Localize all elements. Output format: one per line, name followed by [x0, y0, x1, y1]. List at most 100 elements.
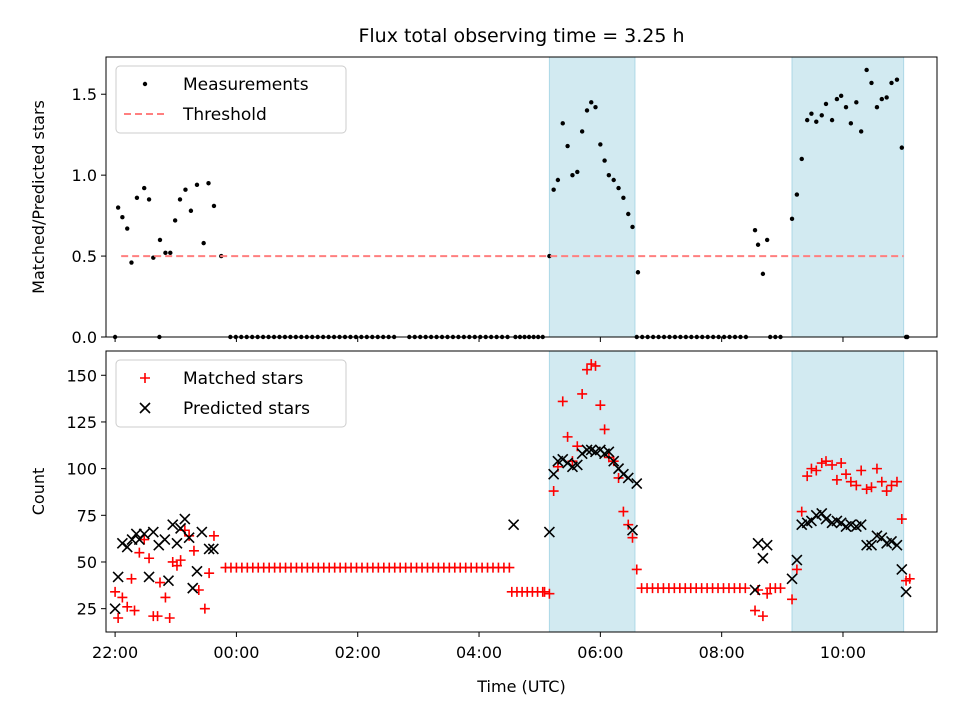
data-point — [616, 185, 621, 191]
data-point — [112, 571, 124, 583]
data-point — [120, 215, 125, 220]
axes-frame — [105, 350, 938, 633]
data-point — [208, 530, 219, 541]
data-point — [760, 271, 766, 277]
data-point — [891, 539, 903, 551]
data-point — [627, 532, 638, 543]
data-point — [791, 554, 803, 566]
data-point — [787, 594, 798, 605]
data-point — [201, 240, 206, 246]
data-point — [858, 129, 864, 134]
data-point — [142, 185, 147, 191]
data-point — [177, 197, 183, 202]
data-point — [157, 237, 163, 243]
x-tick-label: 08:00 — [699, 643, 745, 662]
data-point — [865, 539, 878, 551]
x-tick-label: 22:00 — [92, 643, 138, 662]
data-point — [750, 605, 761, 616]
y-tick-label: 100 — [66, 460, 97, 479]
data-point — [129, 605, 140, 616]
data-point — [761, 539, 773, 551]
data-point — [196, 526, 208, 538]
data-point — [159, 534, 171, 546]
data-point — [109, 603, 121, 615]
data-point — [879, 96, 885, 102]
y-tick-label: 0.5 — [72, 247, 97, 266]
chart-title: Flux total observing time = 3.25 h — [358, 25, 684, 47]
data-point — [121, 541, 133, 553]
data-point — [816, 458, 827, 469]
data-point — [626, 211, 631, 217]
data-point — [544, 588, 555, 599]
data-point — [871, 463, 882, 474]
data-point — [113, 612, 124, 623]
data-point — [581, 444, 593, 456]
data-point — [582, 364, 593, 375]
data-point — [904, 573, 915, 584]
data-point — [886, 480, 897, 491]
data-point — [764, 237, 770, 243]
data-point — [168, 250, 173, 256]
data-point — [630, 224, 635, 230]
data-point — [537, 586, 548, 597]
data-point — [838, 93, 844, 99]
data-point — [831, 474, 842, 485]
data-point — [562, 431, 573, 442]
data-point — [757, 552, 769, 564]
data-point — [618, 506, 629, 517]
data-point — [899, 145, 905, 150]
x-tick-label: 10:00 — [820, 643, 866, 662]
data-point — [122, 601, 133, 612]
legend-box — [115, 359, 347, 428]
data-point — [134, 547, 145, 558]
data-point — [749, 584, 761, 596]
data-point — [819, 113, 824, 118]
data-point — [204, 568, 215, 579]
y-tick-label: 125 — [66, 413, 97, 432]
data-point — [147, 526, 159, 538]
data-point — [881, 486, 892, 497]
axes-frame — [105, 56, 938, 338]
data-point — [864, 67, 869, 73]
data-point — [622, 472, 634, 484]
data-point — [199, 603, 210, 614]
legend-label: Measurements — [183, 75, 309, 95]
legend: Matched stars Predicted stars — [115, 359, 347, 428]
data-point — [891, 476, 902, 487]
data-point — [606, 172, 612, 178]
x-tick-label: 04:00 — [456, 643, 502, 662]
data-point — [154, 577, 165, 588]
data-point — [555, 177, 561, 183]
data-point — [841, 469, 852, 480]
data-point — [211, 203, 217, 209]
data-point — [836, 458, 847, 469]
data-point — [548, 468, 560, 480]
data-point — [543, 526, 555, 538]
data-point — [575, 169, 580, 175]
legend-marker — [142, 81, 148, 87]
data-point — [786, 573, 798, 585]
x-axis-label: Time (UTC) — [476, 677, 565, 696]
data-point — [752, 537, 764, 549]
data-point — [599, 424, 610, 435]
data-point — [206, 181, 211, 186]
data-point — [740, 583, 751, 594]
data-point — [623, 519, 634, 530]
data-point — [590, 360, 601, 371]
data-point — [144, 553, 155, 564]
data-point — [571, 459, 583, 471]
data-point — [845, 476, 856, 487]
data-point — [631, 477, 643, 490]
data-point — [172, 218, 178, 223]
data-point — [762, 588, 773, 599]
x-tick-label: 00:00 — [213, 643, 259, 662]
data-point — [183, 532, 195, 544]
data-point — [139, 534, 150, 545]
data-point — [117, 592, 128, 603]
data-point — [565, 143, 570, 149]
y-tick-label: 50 — [77, 553, 97, 572]
y-tick-label: 75 — [77, 506, 97, 525]
data-point — [900, 586, 912, 598]
data-point — [843, 104, 849, 110]
